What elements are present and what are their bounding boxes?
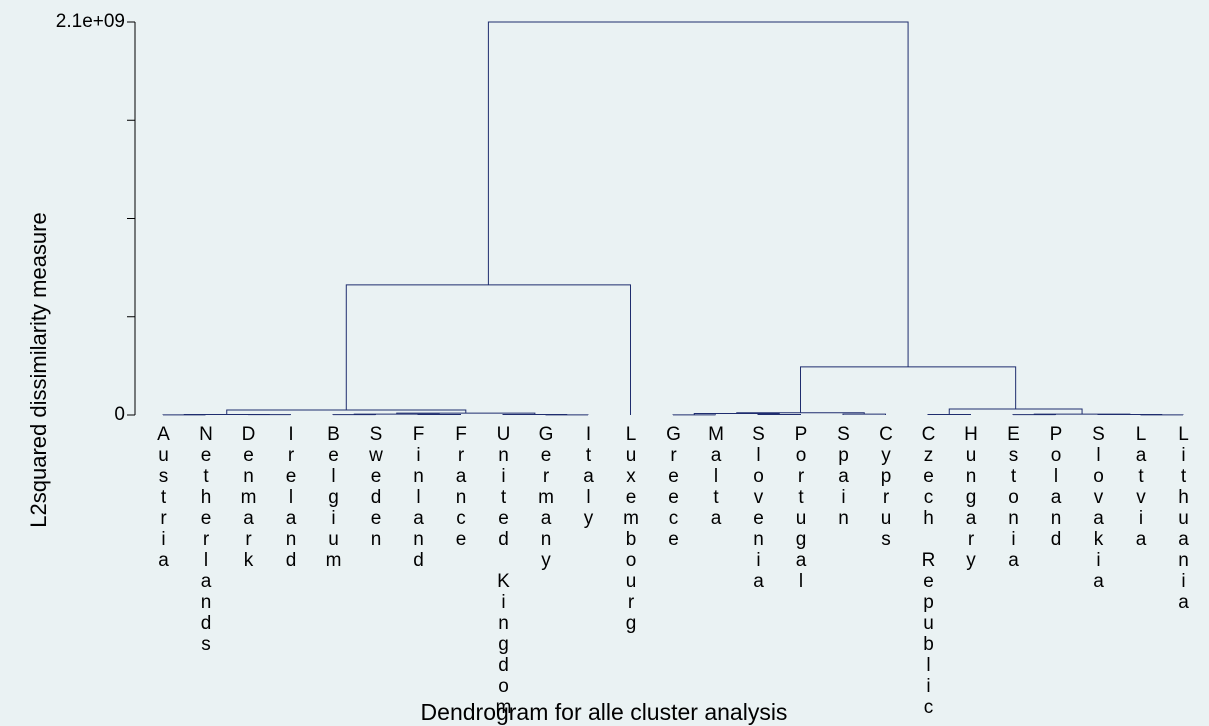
leaf-label: Greece bbox=[663, 424, 684, 550]
y-tick-label: 0 bbox=[114, 404, 125, 425]
merge-link bbox=[487, 21, 909, 367]
merge-link bbox=[842, 413, 886, 415]
merge-link bbox=[345, 284, 631, 415]
leaf-label: Belgium bbox=[323, 424, 344, 571]
merge-link bbox=[1033, 413, 1131, 415]
leaf-label: Czech Republic bbox=[918, 424, 939, 718]
leaf-label: Hungary bbox=[960, 424, 982, 571]
y-tick-label: 2.1e+09 bbox=[56, 11, 125, 32]
leaf-label: Slovenia bbox=[748, 424, 769, 592]
leaf-label: Slovakia bbox=[1088, 424, 1109, 592]
chart-title: Dendrogram for alle cluster analysis bbox=[421, 699, 788, 725]
y-axis-label: L2squared dissimilarity measure bbox=[26, 212, 51, 527]
leaf-label: Portugal bbox=[790, 424, 812, 592]
merge-link bbox=[757, 413, 801, 415]
merge-link bbox=[693, 413, 780, 415]
leaf-label: Denmark bbox=[238, 424, 259, 571]
leaf-label: Ireland bbox=[280, 424, 302, 571]
leaf-label: Finland bbox=[408, 424, 429, 571]
leaf-label: Luxembourg bbox=[620, 424, 642, 634]
leaf-label: Sweden bbox=[365, 424, 387, 550]
leaf-label: Estonia bbox=[1003, 424, 1024, 571]
leaf-label: Malta bbox=[705, 424, 727, 529]
leaf-label: Poland bbox=[1045, 424, 1067, 550]
merge-link bbox=[396, 412, 536, 415]
leaf-label: Spain bbox=[833, 424, 854, 529]
leaf-label: United Kingdom bbox=[493, 424, 514, 718]
leaf-label: Austria bbox=[153, 424, 174, 571]
leaf-label: Lithuania bbox=[1173, 424, 1194, 613]
merge-link bbox=[502, 413, 568, 415]
merge-link bbox=[927, 413, 971, 415]
leaf-label: France bbox=[450, 424, 472, 550]
leaf-label: Netherlands bbox=[195, 424, 217, 655]
leaf-label: Germany bbox=[535, 424, 557, 571]
merge-link bbox=[353, 413, 440, 415]
merge-link bbox=[800, 366, 1017, 413]
leaf-label: Cyprus bbox=[875, 424, 897, 550]
leaf-label: Italy bbox=[578, 424, 599, 529]
leaf-label: Latvia bbox=[1130, 424, 1152, 550]
